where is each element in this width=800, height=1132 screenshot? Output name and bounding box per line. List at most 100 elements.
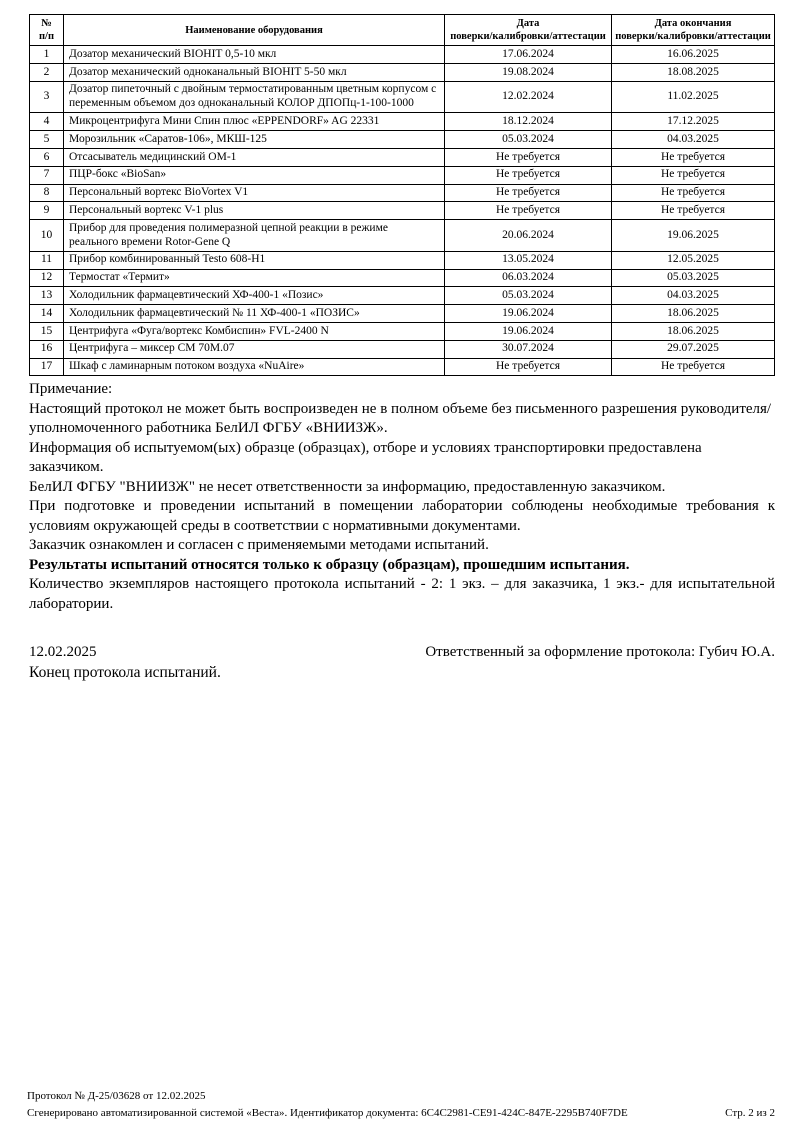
table-row: 17 Шкаф с ламинарным потоком воздуха «Nu… bbox=[29, 357, 775, 377]
note-paragraph-sample-info: Информация об испытуемом(ых) образце (об… bbox=[29, 439, 702, 476]
cell-equipment-name: Дозатор механический BIOHIT 0,5-10 мкл bbox=[63, 45, 445, 65]
equipment-table-body: 1 Дозатор механический BIOHIT 0,5-10 мкл… bbox=[29, 45, 775, 377]
cell-verification-end-date: 18.06.2025 bbox=[611, 322, 775, 341]
table-row: 6 Отсасыватель медицинский ОМ-1 Не требу… bbox=[29, 148, 775, 167]
page-footer: Протокол № Д-25/03628 от 12.02.2025 Сген… bbox=[27, 1088, 775, 1121]
equipment-table-header: № п/п Наименование оборудования Дата пов… bbox=[29, 13, 775, 47]
cell-equipment-name: Микроцентрифуга Мини Спин плюс «EPPENDOR… bbox=[63, 112, 445, 132]
cell-row-number: 7 bbox=[29, 165, 64, 185]
table-row: 9 Персональный вортекс V-1 plus Не требу… bbox=[29, 201, 775, 221]
cell-verification-date: 12.02.2024 bbox=[444, 80, 612, 114]
signature-row: 12.02.2025 Ответственный за оформление п… bbox=[29, 643, 775, 662]
cell-verification-end-date: 29.07.2025 bbox=[611, 339, 775, 359]
cell-verification-end-date: Не требуется bbox=[611, 201, 775, 221]
cell-verification-date: 06.03.2024 bbox=[444, 268, 612, 288]
footer-second-line: Сгенерировано автоматизированной системо… bbox=[27, 1105, 775, 1122]
table-row: 1 Дозатор механический BIOHIT 0,5-10 мкл… bbox=[29, 45, 775, 65]
cell-equipment-name: Прибор для проведения полимеразной цепно… bbox=[63, 219, 445, 252]
header-cell-number: № п/п bbox=[29, 13, 64, 47]
table-header-row: № п/п Наименование оборудования Дата пов… bbox=[29, 13, 775, 47]
cell-equipment-name: Дозатор механический одноканальный BIOHI… bbox=[63, 63, 445, 82]
cell-verification-date: Не требуется bbox=[444, 183, 612, 203]
header-equipment-name-label: Наименование оборудования bbox=[185, 24, 323, 36]
cell-verification-end-date: 05.03.2025 bbox=[611, 268, 775, 288]
cell-equipment-name: Отсасыватель медицинский ОМ-1 bbox=[63, 148, 445, 167]
cell-verification-date: 05.03.2024 bbox=[444, 286, 612, 306]
table-row: 10 Прибор для проведения полимеразной це… bbox=[29, 219, 775, 252]
document-content: № п/п Наименование оборудования Дата пов… bbox=[29, 13, 775, 681]
cell-verification-end-date: 04.03.2025 bbox=[611, 130, 775, 150]
header-cell-equipment-name: Наименование оборудования bbox=[63, 13, 445, 47]
header-verification-date-line1: Дата bbox=[516, 18, 540, 29]
cell-verification-date: 30.07.2024 bbox=[444, 339, 612, 359]
table-row: 12 Термостат «Термит» 06.03.2024 05.03.2… bbox=[29, 268, 775, 288]
cell-row-number: 9 bbox=[29, 201, 64, 221]
table-row: 14 Холодильник фармацевтический № 11 ХФ-… bbox=[29, 304, 775, 323]
table-row: 15 Центрифуга «Фуга/вортекс Комбиспин» F… bbox=[29, 322, 775, 341]
header-cell-verification-date: Дата поверки/калибровки/аттестации bbox=[444, 13, 612, 47]
cell-equipment-name: Центрифуга – миксер СМ 70М.07 bbox=[63, 339, 445, 359]
header-verification-date-line2: поверки/калибровки/аттестации bbox=[450, 31, 606, 43]
cell-row-number: 2 bbox=[29, 63, 64, 82]
cell-verification-end-date: 11.02.2025 bbox=[611, 80, 775, 114]
cell-row-number: 13 bbox=[29, 286, 64, 306]
cell-row-number: 11 bbox=[29, 250, 64, 270]
cell-verification-date: Не требуется bbox=[444, 148, 612, 167]
cell-verification-end-date: 12.05.2025 bbox=[611, 250, 775, 270]
signature-date: 12.02.2025 bbox=[29, 644, 97, 661]
equipment-table: № п/п Наименование оборудования Дата пов… bbox=[29, 13, 775, 377]
cell-equipment-name: ПЦР-бокс «BioSan» bbox=[63, 165, 445, 185]
cell-equipment-name: Морозильник «Саратов-106», МКШ-125 bbox=[63, 130, 445, 150]
table-row: 11 Прибор комбинированный Testo 608-H1 1… bbox=[29, 250, 775, 270]
table-row: 2 Дозатор механический одноканальный BIO… bbox=[29, 63, 775, 82]
cell-verification-date: 20.06.2024 bbox=[444, 219, 612, 252]
cell-verification-date: 05.03.2024 bbox=[444, 130, 612, 150]
note-paragraph-copies: Количество экземпляров настоящего проток… bbox=[29, 576, 775, 612]
cell-row-number: 14 bbox=[29, 304, 64, 323]
cell-equipment-name: Термостат «Термит» bbox=[63, 268, 445, 288]
note-paragraph-responsibility: БелИЛ ФГБУ "ВНИИЗЖ" не несет ответственн… bbox=[29, 478, 666, 495]
cell-equipment-name: Дозатор пипеточный с двойным термостатир… bbox=[63, 80, 445, 114]
cell-row-number: 15 bbox=[29, 322, 64, 341]
cell-row-number: 17 bbox=[29, 357, 64, 377]
note-paragraph-reproduction: Настоящий протокол не может быть воспрои… bbox=[29, 400, 772, 437]
cell-row-number: 8 bbox=[29, 183, 64, 203]
cell-row-number: 16 bbox=[29, 339, 64, 359]
cell-row-number: 10 bbox=[29, 219, 64, 252]
cell-verification-end-date: 18.06.2025 bbox=[611, 304, 775, 323]
table-row: 7 ПЦР-бокс «BioSan» Не требуется Не треб… bbox=[29, 165, 775, 185]
cell-equipment-name: Центрифуга «Фуга/вортекс Комбиспин» FVL-… bbox=[63, 322, 445, 341]
table-row: 4 Микроцентрифуга Мини Спин плюс «EPPEND… bbox=[29, 112, 775, 132]
notes-section: Примечание: Настоящий протокол не может … bbox=[29, 380, 775, 614]
cell-row-number: 4 bbox=[29, 112, 64, 132]
notes-label: Примечание: bbox=[29, 381, 113, 398]
header-number-line2: п/п bbox=[38, 31, 55, 43]
note-paragraph-environment: При подготовке и проведении испытаний в … bbox=[29, 498, 775, 534]
cell-verification-date: 19.06.2024 bbox=[444, 304, 612, 323]
cell-row-number: 3 bbox=[29, 80, 64, 114]
header-verification-end-date-line1: Дата окончания bbox=[654, 18, 732, 29]
cell-verification-date: 17.06.2024 bbox=[444, 45, 612, 65]
cell-equipment-name: Шкаф с ламинарным потоком воздуха «NuAir… bbox=[63, 357, 445, 377]
cell-verification-end-date: 18.08.2025 bbox=[611, 63, 775, 82]
cell-verification-date: Не требуется bbox=[444, 357, 612, 377]
cell-verification-end-date: 04.03.2025 bbox=[611, 286, 775, 306]
cell-verification-date: Не требуется bbox=[444, 201, 612, 221]
header-verification-end-date-line2: поверки/калибровки/аттестации bbox=[615, 31, 771, 43]
note-paragraph-customer-agreement: Заказчик ознакомлен и согласен с применя… bbox=[29, 537, 489, 554]
cell-verification-end-date: 19.06.2025 bbox=[611, 219, 775, 252]
cell-verification-date: 19.08.2024 bbox=[444, 63, 612, 82]
header-number-line1: № bbox=[41, 18, 52, 29]
table-row: 3 Дозатор пипеточный с двойным термостат… bbox=[29, 80, 775, 114]
cell-equipment-name: Персональный вортекс V-1 plus bbox=[63, 201, 445, 221]
cell-verification-end-date: Не требуется bbox=[611, 183, 775, 203]
cell-equipment-name: Холодильник фармацевтический ХФ-400-1 «П… bbox=[63, 286, 445, 306]
cell-verification-end-date: 16.06.2025 bbox=[611, 45, 775, 65]
footer-page-number: Стр. 2 из 2 bbox=[725, 1106, 775, 1119]
cell-verification-date: 13.05.2024 bbox=[444, 250, 612, 270]
table-row: 8 Персональный вортекс BioVortex V1 Не т… bbox=[29, 183, 775, 203]
cell-verification-date: Не требуется bbox=[444, 165, 612, 185]
signature-responsible: Ответственный за оформление протокола: Г… bbox=[425, 644, 775, 661]
cell-row-number: 5 bbox=[29, 130, 64, 150]
